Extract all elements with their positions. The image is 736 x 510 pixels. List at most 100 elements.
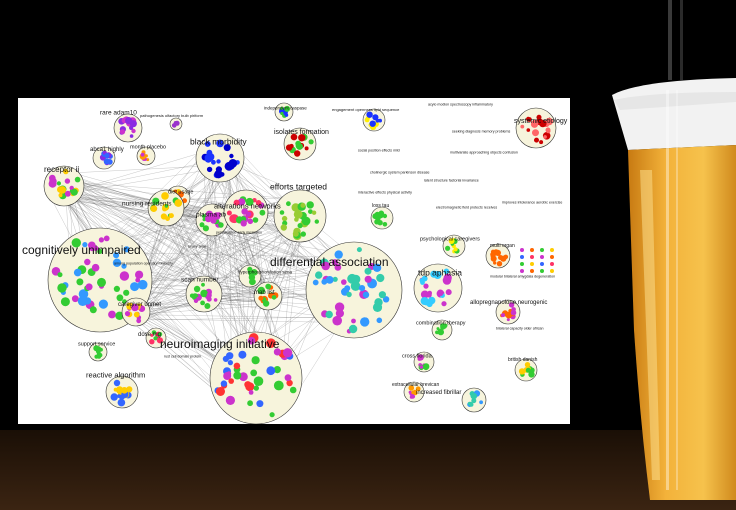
node[interactable] — [123, 289, 130, 296]
node[interactable] — [520, 262, 524, 266]
node[interactable] — [103, 158, 110, 165]
cluster-combination-therapy[interactable] — [431, 319, 453, 341]
node[interactable] — [493, 249, 499, 255]
node[interactable] — [292, 230, 299, 237]
cluster-reactive-algorithm[interactable] — [105, 375, 139, 409]
node[interactable] — [113, 252, 120, 259]
node[interactable] — [265, 283, 272, 290]
node[interactable] — [113, 379, 121, 387]
cluster-nursing-residents[interactable] — [147, 189, 185, 227]
node[interactable] — [233, 362, 241, 370]
node[interactable] — [534, 137, 539, 143]
node[interactable] — [48, 179, 57, 188]
node[interactable] — [347, 273, 357, 284]
node[interactable] — [206, 292, 212, 298]
node[interactable] — [369, 120, 376, 127]
node[interactable] — [239, 372, 248, 382]
node[interactable] — [108, 310, 116, 319]
node[interactable] — [200, 289, 208, 298]
node[interactable] — [470, 392, 477, 400]
node[interactable] — [223, 372, 232, 380]
node[interactable] — [224, 161, 234, 171]
node[interactable] — [216, 387, 225, 396]
cluster-psychological-caregivers[interactable] — [442, 234, 466, 258]
cluster-increased-fibrillar[interactable] — [461, 387, 487, 413]
node[interactable] — [524, 362, 531, 368]
node[interactable] — [103, 235, 110, 242]
node[interactable] — [160, 213, 167, 220]
node[interactable] — [540, 255, 544, 259]
node[interactable] — [124, 311, 131, 317]
node[interactable] — [229, 214, 238, 223]
node[interactable] — [528, 371, 535, 378]
node[interactable] — [335, 309, 344, 318]
node[interactable] — [131, 303, 139, 312]
node[interactable] — [527, 117, 532, 122]
node[interactable] — [266, 366, 276, 376]
cluster-pathogenesis-olfactory-bulb-piriform[interactable] — [169, 117, 183, 131]
node[interactable] — [289, 386, 297, 394]
node[interactable] — [196, 296, 200, 301]
cluster-multi-organ[interactable] — [485, 243, 511, 269]
node[interactable] — [71, 238, 81, 248]
node[interactable] — [58, 193, 63, 198]
node[interactable] — [229, 153, 234, 159]
node[interactable] — [325, 310, 333, 319]
node[interactable] — [150, 205, 158, 212]
node[interactable] — [281, 215, 288, 222]
node[interactable] — [182, 198, 188, 204]
cluster-support-service[interactable] — [88, 342, 108, 362]
node[interactable] — [244, 381, 252, 389]
node[interactable] — [321, 261, 331, 271]
node[interactable] — [114, 261, 119, 267]
node[interactable] — [532, 129, 539, 137]
node[interactable] — [423, 364, 428, 369]
node[interactable] — [550, 269, 554, 273]
cluster-independent-caspase[interactable] — [274, 102, 294, 122]
node[interactable] — [520, 269, 524, 273]
node[interactable] — [294, 217, 299, 222]
node[interactable] — [453, 247, 458, 252]
node[interactable] — [189, 293, 195, 298]
node[interactable] — [372, 263, 382, 272]
node[interactable] — [110, 393, 118, 401]
node[interactable] — [437, 289, 444, 297]
node[interactable] — [433, 271, 442, 279]
node[interactable] — [205, 215, 212, 223]
node[interactable] — [121, 263, 127, 269]
node[interactable] — [441, 323, 447, 329]
cluster-engagement-openness-lipid-sequence[interactable] — [362, 108, 386, 132]
node[interactable] — [408, 390, 412, 394]
node[interactable] — [129, 125, 134, 130]
node[interactable] — [201, 282, 205, 287]
node[interactable] — [539, 140, 544, 145]
node[interactable] — [168, 213, 174, 219]
node[interactable] — [135, 277, 141, 283]
node[interactable] — [71, 295, 79, 303]
node[interactable] — [259, 209, 266, 216]
cluster-black-morbidity[interactable] — [195, 133, 245, 183]
node[interactable] — [218, 222, 224, 228]
node[interactable] — [284, 374, 292, 382]
node[interactable] — [64, 178, 71, 184]
node[interactable] — [216, 139, 224, 148]
node[interactable] — [78, 289, 89, 299]
node[interactable] — [382, 296, 390, 303]
node[interactable] — [530, 262, 534, 266]
cluster-efforts-targeted[interactable] — [273, 189, 327, 243]
cluster-british-danish[interactable] — [514, 358, 538, 382]
node[interactable] — [98, 237, 104, 243]
node[interactable] — [356, 247, 362, 253]
node[interactable] — [543, 135, 547, 139]
node[interactable] — [546, 128, 551, 134]
node[interactable] — [334, 250, 343, 259]
node[interactable] — [125, 117, 133, 125]
node[interactable] — [332, 315, 343, 326]
node[interactable] — [306, 201, 314, 209]
node[interactable] — [115, 311, 124, 320]
node[interactable] — [150, 333, 154, 337]
node[interactable] — [146, 158, 150, 162]
node[interactable] — [85, 283, 93, 291]
cluster-abca1-highly[interactable] — [92, 146, 116, 170]
node[interactable] — [152, 197, 160, 205]
